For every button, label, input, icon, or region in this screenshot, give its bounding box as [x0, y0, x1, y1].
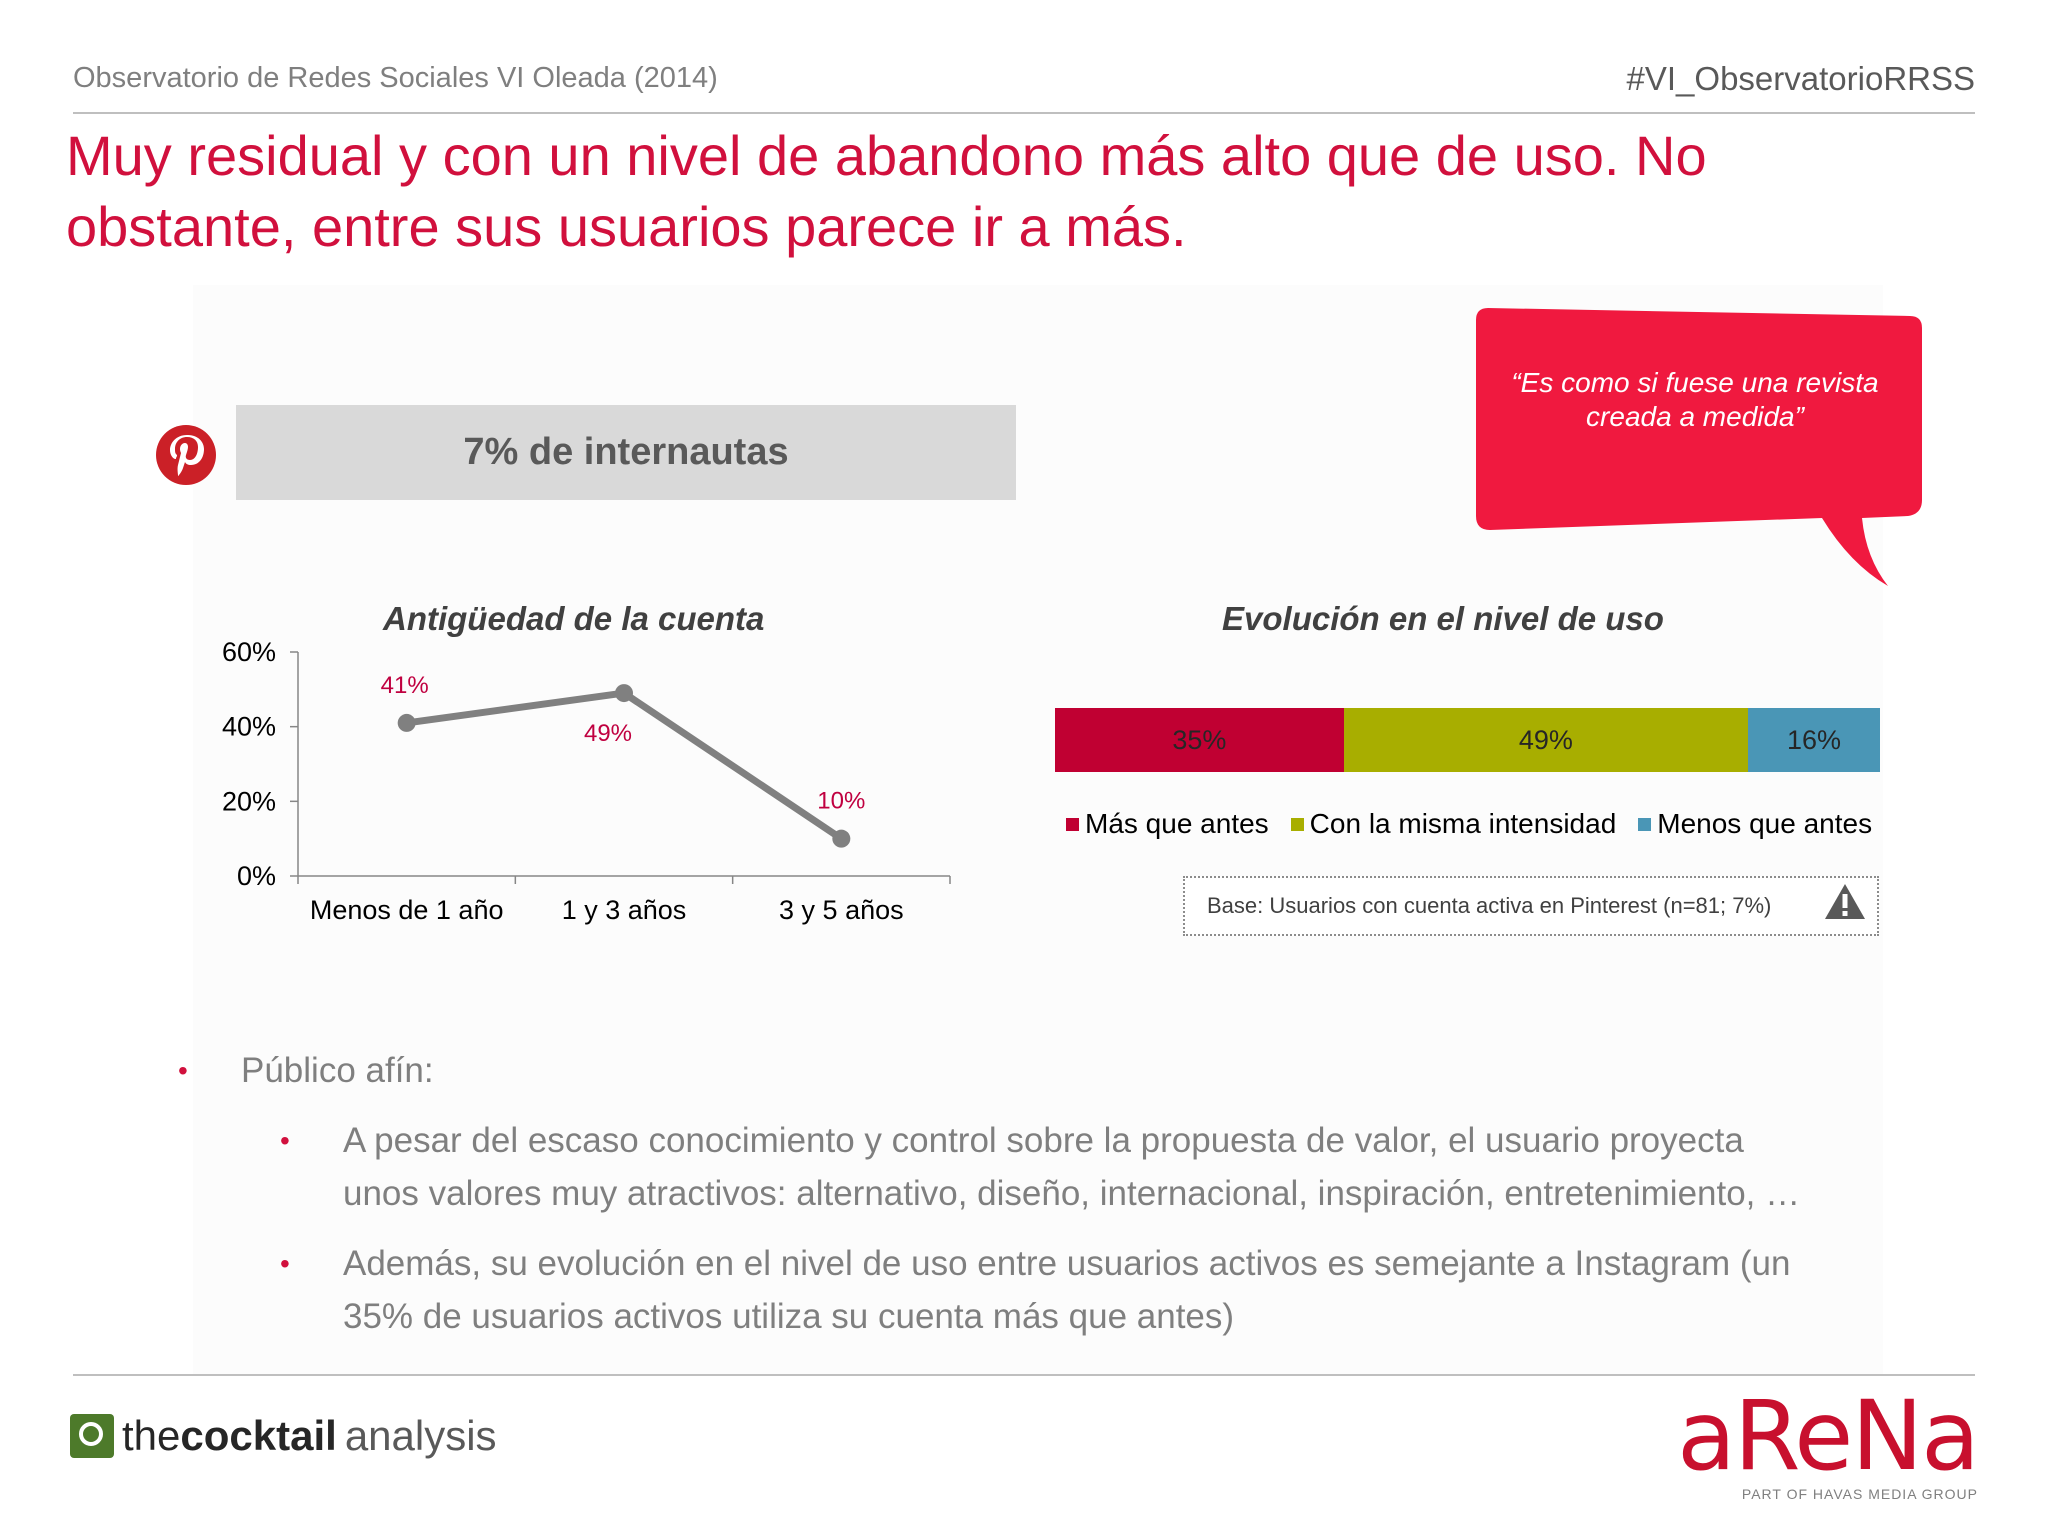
- sub-bullet-2-line2: 35% de usuarios activos utiliza su cuent…: [343, 1297, 1235, 1336]
- quote-bubble: [1476, 308, 1922, 586]
- base-note-text: Base: Usuarios con cuenta activa en Pint…: [1207, 893, 1772, 918]
- legend-swatch: [1066, 817, 1079, 831]
- legend-swatch: [1638, 817, 1652, 831]
- hashtag: #VI_ObservatorioRRSS: [1626, 60, 1975, 97]
- base-note: Base: Usuarios con cuenta activa en Pint…: [1183, 876, 1879, 936]
- report-source: Observatorio de Redes Sociales VI Oleada…: [73, 62, 718, 94]
- series-line: [406, 689, 844, 842]
- internet-users-banner: 7% de internautas: [236, 405, 1016, 500]
- legend-item: Con la misma intensidad: [1290, 808, 1617, 840]
- x-tick-label: 3 y 5 años: [779, 895, 904, 925]
- bar-chart-legend: Más que antes Con la misma intensidad Meno…: [1066, 808, 1872, 840]
- line-chart-title: Antigüedad de la cuenta: [383, 600, 765, 637]
- bar-chart-title: Evolución en el nivel de uso: [1222, 600, 1664, 637]
- bar-segment-label: 35%: [1172, 724, 1227, 755]
- usage-evolution-stacked-bar: 35% 49% 16%: [1055, 708, 1880, 772]
- logo-text-the: the: [122, 1412, 181, 1459]
- quote-text: “Es como si fuese una revista creada a m…: [1511, 367, 1879, 432]
- y-tick-label: 40%: [222, 712, 276, 742]
- legend-label: Más que antes: [1085, 808, 1269, 839]
- sub-bullet-2-line1: Además, su evolución en el nivel de uso …: [343, 1244, 1791, 1283]
- x-tick-label: Menos de 1 año: [310, 895, 504, 925]
- bullet-main-text: Público afín:: [241, 1051, 434, 1090]
- slide-headline: Muy residual y con un nivel de abandono …: [66, 124, 1707, 258]
- arena-logo: aReNa PART OF HAVAS MEDIA GROUP: [1677, 1380, 1980, 1502]
- bullet-dot: •: [280, 1125, 290, 1156]
- logo-text-analysis: analysis: [344, 1412, 497, 1459]
- legend-item: Más que antes: [1066, 808, 1269, 840]
- cocktail-logo-icon: [70, 1414, 114, 1458]
- pinterest-icon: [156, 425, 216, 485]
- data-point: [397, 713, 416, 732]
- bar-segment: 35%: [1055, 708, 1344, 772]
- y-tick-label: 60%: [222, 637, 276, 667]
- arena-logo-subtitle: PART OF HAVAS MEDIA GROUP: [1741, 1486, 1978, 1502]
- data-point: [615, 684, 633, 703]
- footer-divider: [73, 1374, 1975, 1376]
- bar-segment: 49%: [1343, 708, 1748, 772]
- legend-label: Menos que antes: [1657, 808, 1873, 839]
- x-tick-label: 1 y 3 años: [562, 895, 687, 925]
- data-label: 10%: [817, 788, 865, 815]
- y-tick-label: 20%: [222, 786, 276, 816]
- legend-item: Menos que antes: [1638, 808, 1872, 840]
- data-label: 49%: [584, 720, 632, 747]
- legend-label: Con la misma intensidad: [1309, 808, 1617, 839]
- cocktail-analysis-logo: the cocktail analysis: [70, 1412, 497, 1460]
- legend-swatch: [1290, 817, 1304, 831]
- account-age-line-chart: 0% 20% 40% 60% Menos de 1 año 1 y 3 años 3 y 5…: [222, 637, 951, 925]
- warning-icon: [1825, 884, 1865, 919]
- data-point: [832, 829, 851, 848]
- header-divider: [73, 112, 1975, 114]
- bullet-dot: •: [280, 1248, 290, 1279]
- bar-segment-label: 49%: [1518, 724, 1573, 755]
- arena-logo-word: aReNa: [1677, 1380, 1980, 1492]
- data-label: 41%: [381, 672, 429, 699]
- bar-segment-label: 16%: [1786, 724, 1842, 755]
- sub-bullet-1-line2: unos valores muy atractivos: alternativo…: [343, 1174, 1801, 1213]
- bullet-dot: •: [178, 1055, 188, 1086]
- y-tick-label: 0%: [237, 861, 276, 891]
- logo-text-cocktail: cocktail: [180, 1412, 337, 1459]
- bar-segment: 16%: [1748, 708, 1880, 772]
- sub-bullet-1-line1: A pesar del escaso conocimiento y contro…: [343, 1121, 1744, 1160]
